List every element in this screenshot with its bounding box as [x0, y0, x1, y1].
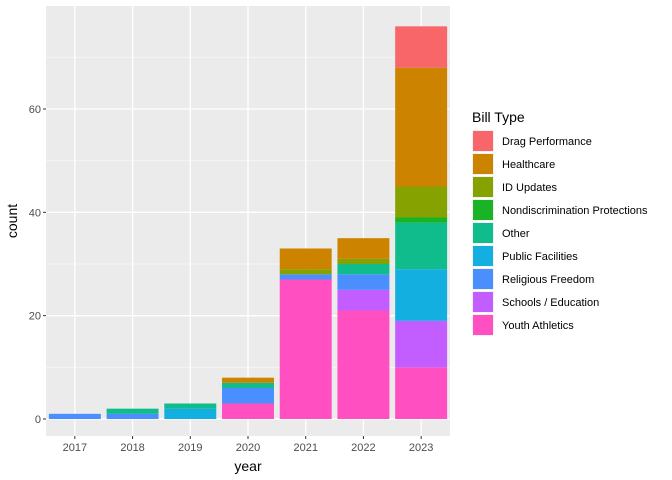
bar-2022-youth-athletics: [337, 310, 390, 419]
legend-label: Religious Freedom: [502, 274, 594, 286]
legend-label: Public Facilities: [502, 251, 578, 263]
bar-2021-religious-freedom: [279, 274, 332, 280]
y-axis-ticks: 0 20 40 60: [29, 104, 46, 426]
legend-label: Healthcare: [502, 159, 555, 171]
bar-2018-religious-freedom: [106, 413, 159, 419]
legend-swatch: [473, 292, 493, 312]
legend-swatch: [473, 200, 493, 220]
bar-2019-other: [164, 403, 217, 409]
bar-2022-other: [337, 264, 390, 275]
bar-2023-other: [395, 222, 448, 270]
bar-2022-healthcare: [337, 238, 390, 259]
x-tick-label: 2021: [293, 442, 317, 454]
bar-2023-public-facilities: [395, 269, 448, 321]
legend-title: Bill Type: [472, 109, 525, 125]
x-tick-label: 2017: [63, 442, 87, 454]
bar-2017-religious-freedom: [48, 413, 101, 419]
y-tick-label: 40: [29, 207, 41, 219]
y-tick-label: 20: [29, 311, 41, 323]
bar-2020-youth-athletics: [222, 403, 274, 419]
bar-2020-other: [222, 382, 274, 388]
bar-2019-public-facilities: [164, 408, 217, 419]
y-tick-label: 60: [29, 104, 41, 116]
legend-swatch: [473, 131, 493, 151]
bar-2021-youth-athletics: [279, 279, 332, 419]
bar-2023-id-updates: [395, 186, 448, 218]
legend-label: ID Updates: [502, 182, 558, 194]
x-tick-label: 2020: [236, 442, 260, 454]
x-tick-label: 2023: [409, 442, 433, 454]
legend-swatch: [473, 269, 493, 289]
bar-2021-id-updates: [279, 269, 332, 275]
bar-2023-youth-athletics: [395, 367, 448, 419]
y-axis-title: count: [4, 204, 20, 238]
bar-2023-schools-education: [395, 320, 448, 368]
bars: [48, 26, 448, 419]
bar-2020-healthcare: [222, 377, 274, 383]
legend-swatch: [473, 223, 493, 243]
bar-2020-religious-freedom: [222, 388, 274, 404]
bar-2023-drag-performance: [395, 26, 448, 68]
legend-label: Schools / Education: [502, 297, 599, 309]
y-tick-label: 0: [35, 414, 41, 426]
x-axis-title: year: [234, 458, 262, 474]
legend-swatch: [473, 315, 493, 335]
x-tick-label: 2019: [178, 442, 202, 454]
legend-swatch: [473, 177, 493, 197]
legend-swatch: [473, 154, 493, 174]
bar-2023-healthcare: [395, 67, 448, 187]
legend-label: Other: [502, 228, 530, 240]
bar-2022-schools-education: [337, 289, 390, 311]
legend-label: Drag Performance: [502, 136, 592, 148]
x-axis-ticks: 2017 2018 2019 2020 2021 2022 2023: [63, 436, 433, 454]
x-tick-label: 2018: [120, 442, 144, 454]
bar-2022-religious-freedom: [337, 274, 390, 290]
bar-2022-id-updates: [337, 258, 390, 264]
bar-2021-healthcare: [279, 248, 332, 270]
legend-label: Nondiscrimination Protections: [502, 205, 648, 217]
bar-2023-nondiscrimination-protections: [395, 217, 448, 223]
legend: Bill Type Drag Performance Healthcare ID U…: [472, 109, 648, 336]
bar-2018-other: [106, 408, 159, 414]
legend-swatch: [473, 246, 493, 266]
legend-label: Youth Athletics: [502, 320, 574, 332]
x-tick-label: 2022: [351, 442, 375, 454]
